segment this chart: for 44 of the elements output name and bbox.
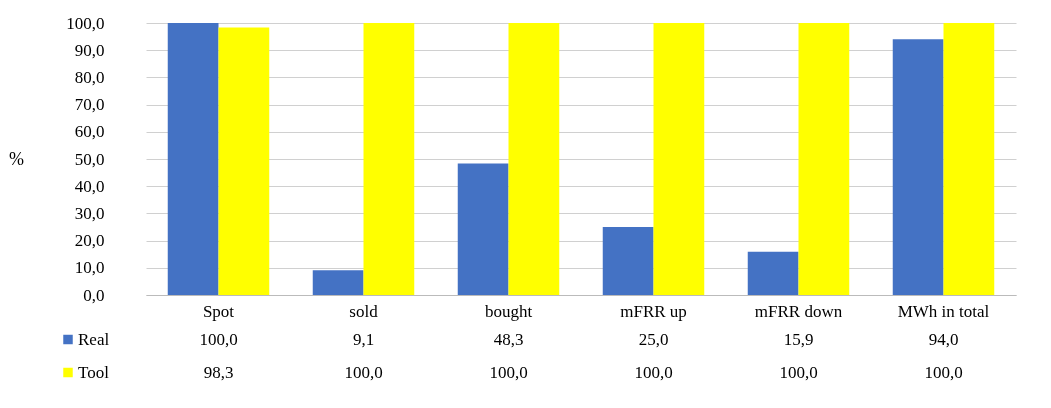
bar <box>943 23 995 295</box>
data-label: 100,0 <box>344 362 383 382</box>
y-tick-label: 20,0 <box>74 231 105 251</box>
bar <box>892 39 944 295</box>
legend-label: Tool <box>78 362 110 382</box>
bar <box>167 23 219 295</box>
data-label: 100,0 <box>489 362 528 382</box>
x-tick-label: MWh in total <box>897 301 990 321</box>
bar <box>653 23 705 295</box>
bar <box>363 23 415 295</box>
data-label: 25,0 <box>638 329 669 349</box>
y-tick-label: 100,0 <box>66 13 105 33</box>
bar <box>602 227 654 295</box>
bar <box>218 27 270 295</box>
data-label: 100,0 <box>924 362 963 382</box>
x-tick-label: bought <box>484 301 533 321</box>
y-tick-label: 60,0 <box>74 122 105 142</box>
y-tick-label: 50,0 <box>74 149 105 169</box>
bar <box>747 251 799 295</box>
y-tick-label: 70,0 <box>74 95 105 115</box>
data-label: 98,3 <box>203 362 234 382</box>
data-label: 94,0 <box>928 329 959 349</box>
y-tick-label: 90,0 <box>74 40 105 60</box>
x-tick-label: Spot <box>202 301 235 321</box>
data-label: 15,9 <box>783 329 814 349</box>
data-label: 9,1 <box>352 329 375 349</box>
y-tick-label: 40,0 <box>74 176 105 196</box>
y-axis-title: % <box>9 148 24 169</box>
data-label: 100,0 <box>199 329 238 349</box>
x-tick-label: mFRR up <box>620 301 687 321</box>
bar <box>508 23 560 295</box>
y-tick-label: 0,0 <box>83 285 105 305</box>
data-label: 100,0 <box>634 362 673 382</box>
y-tick-label: 10,0 <box>74 258 105 278</box>
y-tick-label: 30,0 <box>74 203 105 223</box>
x-tick-label: sold <box>349 301 379 321</box>
bar <box>798 23 850 295</box>
y-tick-label: 80,0 <box>74 67 105 87</box>
bar <box>312 270 364 295</box>
legend-label: Real <box>78 329 110 349</box>
bar <box>457 163 509 295</box>
data-label: 48,3 <box>493 329 524 349</box>
x-tick-label: mFRR down <box>754 301 843 321</box>
data-label: 100,0 <box>779 362 818 382</box>
